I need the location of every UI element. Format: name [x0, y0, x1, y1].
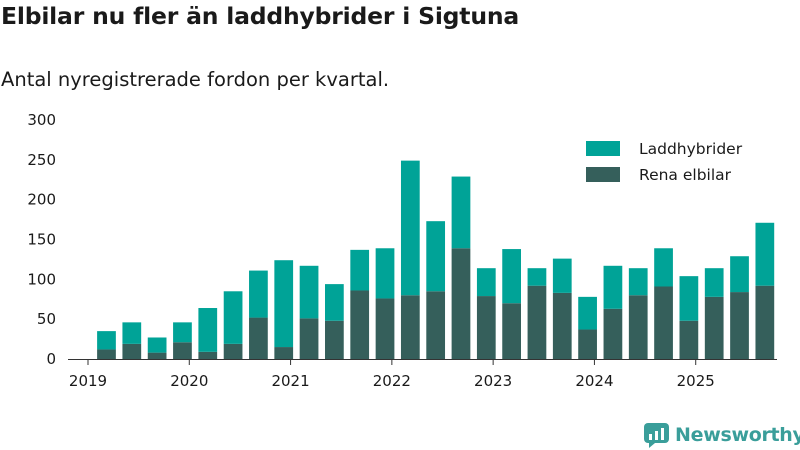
bar-rena-elbilar [603, 308, 623, 359]
bar-laddhybrider [400, 160, 420, 296]
bars [97, 160, 775, 359]
bar-rena-elbilar [173, 342, 192, 359]
x-tick-label: 2023 [474, 372, 512, 390]
bar-laddhybrider [628, 268, 648, 296]
bar-laddhybrider [122, 322, 142, 344]
bar-rena-elbilar [122, 343, 142, 359]
bar-laddhybrider [603, 265, 623, 309]
chart-subtitle: Antal nyregistrerade fordon per kvartal. [1, 68, 390, 91]
newsworthy-logo: Newsworthy [644, 421, 800, 449]
bar-laddhybrider [325, 284, 344, 321]
bar-laddhybrider [375, 248, 395, 299]
bar-laddhybrider [97, 331, 116, 350]
bar-laddhybrider [451, 176, 471, 249]
logo-text: Newsworthy [675, 424, 800, 446]
bar-rena-elbilar [97, 349, 116, 359]
bar-rena-elbilar [704, 296, 724, 359]
bar-rena-elbilar [426, 291, 446, 359]
bar-laddhybrider [502, 249, 521, 304]
x-tick-label: 2021 [271, 372, 309, 390]
bar-laddhybrider [350, 249, 370, 291]
bar-rena-elbilar [527, 285, 547, 359]
bar-laddhybrider [527, 268, 547, 286]
bar-laddhybrider [704, 268, 724, 297]
bar-laddhybrider [578, 296, 597, 330]
bar-laddhybrider [552, 258, 572, 293]
legend-label-laddhybrider: Laddhybrider [639, 140, 743, 158]
bar-rena-elbilar [502, 303, 521, 359]
bar-rena-elbilar [628, 295, 648, 359]
bar-rena-elbilar [350, 290, 370, 359]
bar-laddhybrider [476, 268, 496, 297]
y-axis: 0 50 100 150 200 250 300 [27, 111, 56, 368]
y-tick-label: 200 [27, 191, 56, 209]
bar-laddhybrider [147, 337, 167, 353]
x-tick-label: 2020 [170, 372, 208, 390]
y-tick-label: 50 [37, 310, 56, 328]
bar-rena-elbilar [147, 352, 167, 359]
bar-rena-elbilar [198, 351, 218, 359]
bar-laddhybrider [426, 221, 446, 292]
bar-laddhybrider [654, 248, 673, 287]
bar-rena-elbilar [476, 296, 496, 359]
bar-rena-elbilar [578, 329, 597, 359]
bar-rena-elbilar [249, 317, 268, 359]
bar-rena-elbilar [730, 292, 749, 359]
bar-rena-elbilar [552, 292, 572, 359]
bar-laddhybrider [679, 276, 699, 321]
bar-laddhybrider [730, 256, 749, 293]
legend-swatch-laddhybrider [586, 141, 620, 156]
bar-laddhybrider [299, 265, 319, 319]
bar-rena-elbilar [755, 285, 775, 359]
bar-rena-elbilar [679, 320, 699, 359]
bar-laddhybrider [198, 308, 218, 352]
y-tick-label: 100 [27, 270, 56, 288]
bar-rena-elbilar [299, 318, 319, 359]
legend-label-rena-elbilar: Rena elbilar [639, 166, 732, 184]
legend: Laddhybrider Rena elbilar [577, 133, 762, 191]
bar-rena-elbilar [654, 286, 673, 359]
x-axis: 2019 2020 2021 2022 2023 2024 2025 [68, 359, 777, 390]
bar-laddhybrider [223, 291, 243, 344]
y-tick-label: 150 [27, 231, 56, 249]
bar-rena-elbilar [451, 248, 471, 359]
bar-laddhybrider [173, 322, 192, 343]
y-tick-label: 0 [46, 350, 56, 368]
legend-swatch-rena-elbilar [586, 167, 620, 182]
bar-rena-elbilar [274, 347, 294, 359]
bar-laddhybrider [274, 260, 294, 348]
bar-rena-elbilar [223, 343, 243, 359]
bar-laddhybrider [755, 222, 775, 286]
bar-rena-elbilar [400, 295, 420, 359]
y-tick-label: 250 [27, 151, 56, 169]
x-tick-label: 2022 [373, 372, 411, 390]
x-tick-label: 2024 [575, 372, 613, 390]
x-tick-label: 2025 [677, 372, 715, 390]
x-tick-label: 2019 [69, 372, 107, 390]
chart-title: Elbilar nu fler än laddhybrider i Sigtun… [1, 2, 520, 30]
bar-rena-elbilar [325, 320, 344, 359]
bar-laddhybrider [249, 270, 268, 318]
newsworthy-chart-icon [644, 422, 669, 448]
bar-rena-elbilar [375, 298, 395, 359]
y-tick-label: 300 [27, 111, 56, 129]
